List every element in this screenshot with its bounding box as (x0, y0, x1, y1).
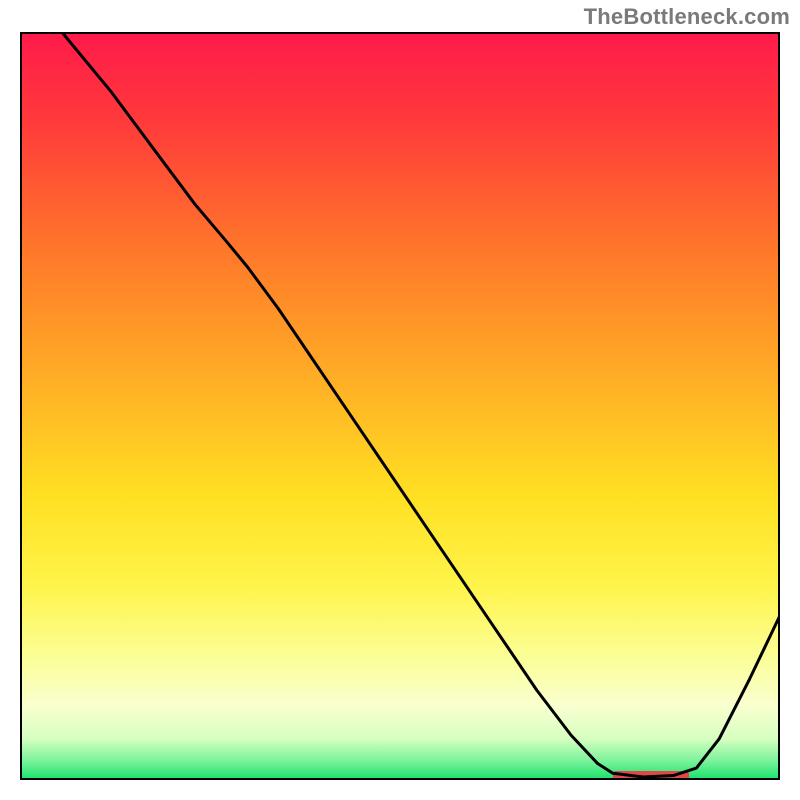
chart-plot-area (20, 32, 780, 780)
watermark-text: TheBottleneck.com (584, 4, 790, 30)
chart-curve (20, 32, 780, 780)
